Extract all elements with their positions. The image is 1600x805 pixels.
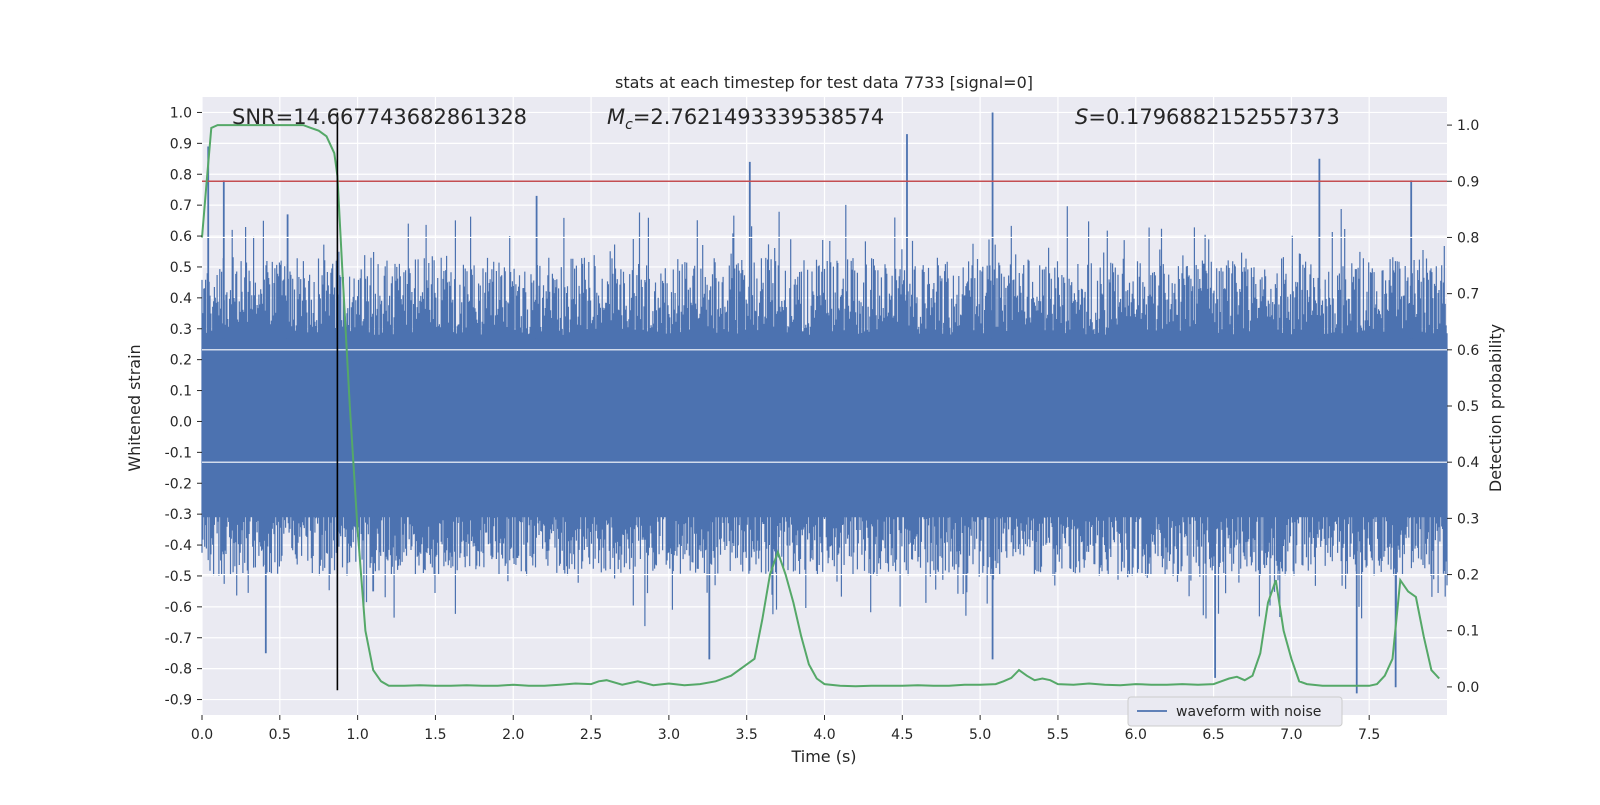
y-tick-label: -0.7 xyxy=(165,631,192,647)
x-tick-label: 3.0 xyxy=(658,727,680,743)
y-tick-label: -0.6 xyxy=(165,600,192,616)
x-tick-label: 6.5 xyxy=(1202,727,1224,743)
y-tick-label: -0.4 xyxy=(165,538,192,554)
y-tick-label: -0.3 xyxy=(165,507,192,523)
s-symbol: S xyxy=(1075,105,1088,129)
y2-tick-label: 0.4 xyxy=(1457,455,1479,471)
x-tick-label: 1.0 xyxy=(346,727,368,743)
y-tick-label: 0.4 xyxy=(170,291,192,307)
y2-tick-label: 0.8 xyxy=(1457,230,1479,246)
x-tick-label: 6.0 xyxy=(1125,727,1147,743)
y-tick-label: -0.8 xyxy=(165,662,192,678)
x-tick-label: 5.0 xyxy=(969,727,991,743)
y-tick-label: 0.1 xyxy=(170,384,192,400)
y2-axis-label: Detection probability xyxy=(1486,324,1505,492)
x-tick-label: 5.5 xyxy=(1047,727,1069,743)
y-tick-label: 1.0 xyxy=(170,105,192,121)
y2-tick-label: 1.0 xyxy=(1457,118,1479,134)
mc-value: =2.7621493339538574 xyxy=(633,105,884,129)
x-tick-label: 0.5 xyxy=(269,727,291,743)
y2-tick-label: 0.6 xyxy=(1457,343,1479,359)
y2-tick-label: 0.5 xyxy=(1457,399,1479,415)
x-tick-label: 3.5 xyxy=(736,727,758,743)
y2-tick-label: 0.9 xyxy=(1457,174,1479,190)
y-tick-label: -0.1 xyxy=(165,445,192,461)
y-tick-label: 0.5 xyxy=(170,260,192,276)
x-axis-label: Time (s) xyxy=(790,747,856,766)
mc-subscript: c xyxy=(625,117,633,133)
x-tick-label: 4.5 xyxy=(891,727,913,743)
y-tick-label: 0.0 xyxy=(170,414,192,430)
x-tick-label: 2.5 xyxy=(580,727,602,743)
probability-line xyxy=(201,124,1440,688)
x-tick-label: 4.0 xyxy=(813,727,835,743)
x-tick-label: 0.0 xyxy=(191,727,213,743)
s-annotation: S=0.1796882152557373 xyxy=(1075,105,1340,129)
y-tick-label: -0.2 xyxy=(165,476,192,492)
legend-box xyxy=(1127,696,1343,727)
legend: waveform with noise xyxy=(1127,696,1343,727)
x-tick-label: 2.0 xyxy=(502,727,524,743)
snr-annotation: SNR=14.667743682861328 xyxy=(232,105,527,129)
y-tick-label: -0.9 xyxy=(165,693,192,709)
y2-tick-label: 0.0 xyxy=(1457,680,1479,696)
y2-tick-label: 0.7 xyxy=(1457,287,1479,303)
y-tick-label: 0.9 xyxy=(170,136,192,152)
x-tick-label: 7.0 xyxy=(1280,727,1302,743)
y2-tick-label: 0.1 xyxy=(1457,624,1479,640)
y-axis-label: Whitened strain xyxy=(125,344,144,471)
waveform-noise-band xyxy=(202,338,1447,518)
y2-tick-label: 0.2 xyxy=(1457,568,1479,584)
y-tick-label: 0.8 xyxy=(170,167,192,183)
y-tick-label: 0.3 xyxy=(170,322,192,338)
y-tick-label: 0.6 xyxy=(170,229,192,245)
y2-tick-label: 0.3 xyxy=(1457,511,1479,527)
s-value: =0.1796882152557373 xyxy=(1088,105,1339,129)
chart-title: stats at each timestep for test data 773… xyxy=(615,73,1033,92)
y-tick-label: 0.2 xyxy=(170,353,192,369)
mc-annotation: Mc=2.7621493339538574 xyxy=(607,105,884,133)
mc-symbol: M xyxy=(607,105,625,129)
legend-label: waveform with noise xyxy=(1176,704,1321,720)
y-tick-label: -0.5 xyxy=(165,569,192,585)
x-tick-label: 7.5 xyxy=(1358,727,1380,743)
x-tick-label: 1.5 xyxy=(424,727,446,743)
y-tick-label: 0.7 xyxy=(170,198,192,214)
